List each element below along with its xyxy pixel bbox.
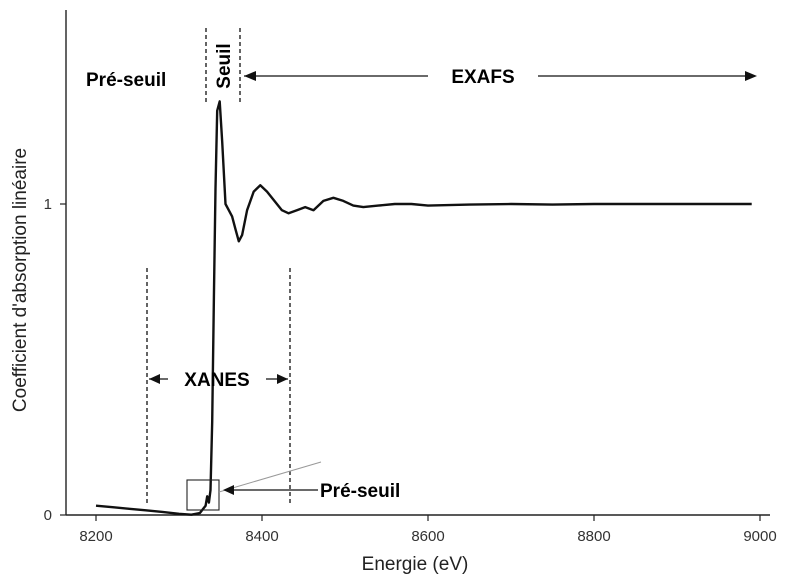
- absorption-curve: [95, 100, 752, 516]
- pre-edge-inset-label: Pré-seuil: [320, 481, 400, 502]
- y-ticks: 01: [44, 196, 66, 524]
- pre-edge-arrow: [223, 485, 318, 495]
- y-tick-label: 1: [44, 196, 52, 213]
- xanes-arrow: [149, 374, 288, 384]
- y-tick-label: 0: [44, 507, 52, 524]
- pre-edge-guide-line: [218, 461, 322, 493]
- exafs-label: EXAFS: [451, 67, 514, 88]
- x-tick-label: 9000: [743, 528, 776, 545]
- x-tick-label: 8400: [245, 528, 278, 545]
- axes: [65, 10, 770, 516]
- y-axis-title: Coefficient d'absorption linéaire: [10, 148, 31, 412]
- exafs-arrow: [244, 71, 757, 81]
- x-axis-title: Energie (eV): [362, 554, 469, 575]
- edge-label: Seuil: [214, 43, 235, 88]
- xanes-label: XANES: [184, 370, 249, 391]
- x-ticks: 8200 8400 8600 8800 9000: [79, 515, 777, 545]
- pre-edge-top-label: Pré-seuil: [86, 70, 166, 91]
- x-tick-label: 8600: [411, 528, 444, 545]
- pre-edge-box: [186, 479, 220, 511]
- x-tick-label: 8800: [577, 528, 610, 545]
- x-tick-label: 8200: [79, 528, 112, 545]
